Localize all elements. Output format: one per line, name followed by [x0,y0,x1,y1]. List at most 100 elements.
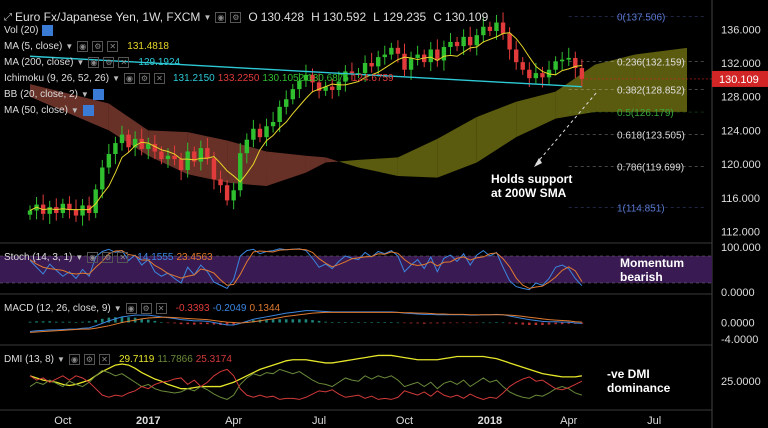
chevron-down-icon[interactable]: ▼ [76,58,85,67]
candle-body [297,80,302,90]
indicator-ma50[interactable]: MA (50, close) ▼ [4,105,94,116]
settings-icon[interactable]: ⚙ [83,354,95,365]
visibility-icon[interactable]: ◉ [77,41,89,52]
indicator-bb[interactable]: BB (20, close, 2) ▼ [4,89,104,100]
visibility-icon[interactable]: ◉ [68,354,80,365]
indicator-value: 131.4818 [127,41,169,52]
price-tick-label: 112.000 [721,227,760,239]
macd-histogram-bar [547,322,551,325]
settings-icon[interactable]: ⚙ [140,303,152,314]
macd-histogram-bar [54,321,58,323]
close-icon[interactable]: ✕ [153,73,165,84]
candle-body [159,151,164,160]
visibility-icon[interactable]: ◉ [88,57,100,68]
cloud-segment [30,84,109,131]
close-icon[interactable]: ✕ [107,41,119,52]
chevron-down-icon[interactable]: ▼ [57,355,65,364]
settings-icon[interactable]: ⚙ [92,41,104,52]
settings-icon[interactable]: ⚙ [138,73,150,84]
macd-histogram-bar [186,322,189,325]
close-icon[interactable]: ✕ [118,57,130,68]
indicator-dmi[interactable]: DMI (13, 8) ▼ ◉ ⚙ ✕ 29.7119 11.7866 25.3174 [4,354,232,365]
candle-body [126,134,131,148]
indicator-value: 11.7866 [157,354,193,365]
macd-histogram-bar [35,321,38,323]
candle-body [231,190,236,201]
chevron-down-icon[interactable]: ▼ [70,106,79,115]
candle-body [467,36,473,46]
indicator-macd[interactable]: MACD (12, 26, close, 9) ▼ ◉ ⚙ ✕ -0.3393 -0.… [4,303,280,314]
chevron-down-icon[interactable]: ▼ [113,304,122,313]
macd-histogram-bar [429,322,433,324]
indicator-ma200[interactable]: MA (200, close) ▼ ◉ ⚙ ✕ 129.1924 [4,57,180,68]
indicator-value: -0.3393 [175,303,210,314]
candle-body [559,59,565,62]
indicator-stoch[interactable]: Stoch (14, 3, 1) ▼ ◉ ⚙ ✕ 14.1555 23.4563 [4,252,213,263]
candle-body [264,126,269,138]
settings-icon[interactable]: ⚙ [102,252,114,263]
close-icon[interactable]: ✕ [98,354,110,365]
macd-histogram-bar [304,319,308,323]
macd-histogram-bar [416,322,419,324]
indicator-ichimoku[interactable]: Ichimoku (9, 26, 52, 26) ▼ ◉ ⚙ ✕ 131.2150 1… [4,73,394,84]
close-icon[interactable]: ✕ [117,252,129,263]
macd-histogram-bar [291,319,295,323]
candle-body [349,71,355,74]
settings-icon[interactable]: ⚙ [230,11,242,23]
candle-body [205,148,210,159]
visibility-icon[interactable]: ◉ [215,11,227,23]
annotation-momentum: Momentum bearish [620,256,684,284]
fullscreen-icon[interactable]: ⤢ [4,11,12,23]
candle-body [330,86,335,90]
visibility-toggle[interactable] [42,25,54,36]
cloud-segment [476,101,517,163]
indicator-value: 133.2250 [217,73,260,84]
time-tick-label: Oct [396,415,413,427]
cloud-segment [516,91,556,138]
visibility-icon[interactable]: ◉ [125,303,137,314]
macd-histogram-bar [160,322,163,323]
fib-label: 1(114.851) [617,204,665,215]
candle-body [369,63,374,67]
chevron-down-icon[interactable]: ▼ [203,12,212,22]
visibility-toggle[interactable] [92,89,104,100]
candle-body [533,73,539,79]
chevron-down-icon[interactable]: ▼ [80,90,89,99]
indicator-label: Vol (20) [4,25,39,36]
candle-body [284,99,289,107]
settings-icon[interactable]: ⚙ [103,57,115,68]
indicator-value: 129.1924 [138,57,181,68]
chevron-down-icon[interactable]: ▼ [75,253,84,262]
indicator-vol[interactable]: Vol (20) [4,25,54,36]
macd-histogram-bar [166,322,170,324]
visibility-toggle[interactable] [82,105,94,116]
candle-body [494,22,499,31]
macd-histogram-bar [495,322,498,323]
visibility-icon[interactable]: ◉ [123,73,135,84]
candle-body [67,203,72,210]
moving-averages [29,32,582,211]
macd-histogram-bar [363,322,367,323]
candle-body [47,207,52,214]
chevron-down-icon[interactable]: ▼ [112,74,120,83]
macd-histogram-bar [153,320,157,323]
macd-histogram-bar [468,322,472,324]
symbol-name[interactable]: Euro Fx/Japanese Yen, 1W, FXCM [15,10,201,24]
candle-body [395,47,401,54]
visibility-icon[interactable]: ◉ [87,252,99,263]
macd-histogram-bar [475,322,479,324]
candle-body [172,155,177,160]
indicator-ma5[interactable]: MA (5, close) ▼ ◉ ⚙ ✕ 131.4818 [4,41,169,52]
candle-body [146,143,151,149]
last-price-label: 130.109 [719,74,759,86]
macd-histogram-bar [81,321,84,323]
candle-body [132,138,138,148]
macd-histogram-bar [245,321,249,323]
time-tick-label: Apr [560,415,577,427]
close-icon[interactable]: ✕ [155,303,167,314]
indicator-label: MACD (12, 26, close, 9) [4,303,111,314]
candle-body [165,155,171,160]
candle-body [73,209,79,216]
chevron-down-icon[interactable]: ▼ [65,42,74,51]
macd-histogram-bar [107,317,111,323]
